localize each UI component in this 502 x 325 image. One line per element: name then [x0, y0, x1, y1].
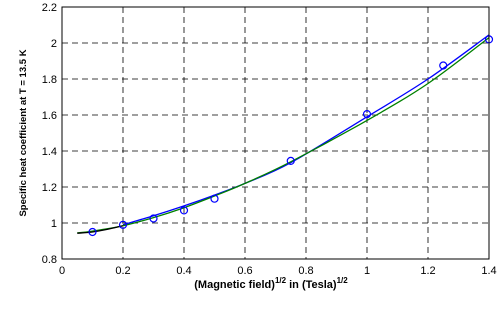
y-axis-label: Specific heat coefficient at T = 13.5 K [18, 49, 29, 216]
y-tick-labels: 0.8 1 1.2 1.4 1.6 1.8 2 2.2 [42, 2, 57, 266]
gridlines [62, 7, 489, 259]
data-point-marker [286, 156, 295, 165]
y-tick-label: 0.8 [42, 254, 57, 266]
data-point-marker [118, 220, 128, 229]
black-fit-curve [77, 225, 124, 234]
series-layer [77, 34, 494, 237]
y-tick-label: 2 [51, 38, 57, 50]
x-tick-label: 1 [364, 265, 370, 277]
x-tick-labels: 0 0.2 0.4 0.6 0.8 1 1.2 1.4 [59, 265, 497, 277]
data-point-marker [362, 109, 372, 119]
y-tick-label: 1.6 [42, 110, 57, 122]
x-tick-label: 1.2 [420, 265, 435, 277]
y-tick-label: 2.2 [42, 2, 57, 14]
x-tick-label: 0.6 [237, 265, 252, 277]
green-fit-curve [77, 37, 490, 234]
data-point-marker [210, 194, 219, 203]
y-tick-label: 1.8 [42, 74, 57, 86]
data-point-marker [88, 227, 97, 237]
y-tick-label: 1 [51, 218, 57, 230]
y-tick-label: 1.4 [42, 146, 57, 158]
x-tick-label: 0.4 [176, 265, 191, 277]
data-point-marker [439, 61, 448, 70]
x-axis-label: (Magnetic field)1/2 in (Tesla)1/2 [194, 276, 348, 291]
plot-frame [61, 6, 490, 260]
x-tick-label: 1.4 [481, 265, 496, 277]
x-tick-label: 0.2 [115, 265, 130, 277]
y-tick-label: 1.2 [42, 182, 57, 194]
data-point-marker [149, 214, 158, 223]
x-tick-label: 0.8 [298, 265, 313, 277]
x-tick-label: 0 [59, 265, 65, 277]
data-point-marker [179, 206, 189, 215]
